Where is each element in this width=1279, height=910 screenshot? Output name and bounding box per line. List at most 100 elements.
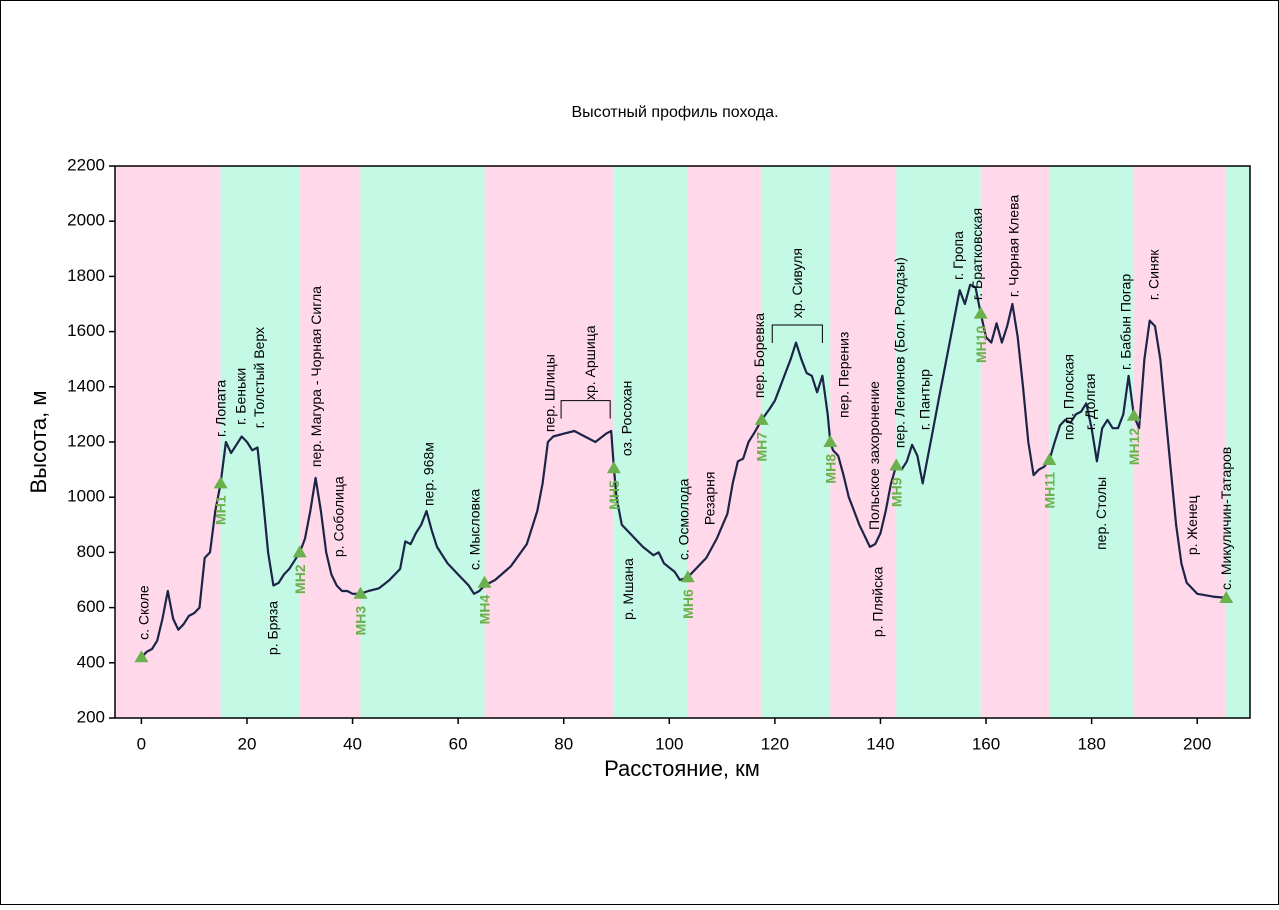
bands — [115, 166, 1250, 718]
place-label: г. Гропа — [950, 231, 966, 280]
camp-label: МН12 — [1126, 428, 1142, 466]
place-label: р. Мшана — [620, 558, 636, 620]
place-label: г. Беньки — [233, 368, 249, 425]
place-label: оз. Росохан — [619, 381, 635, 456]
place-label: хр. Аршица — [582, 325, 598, 400]
y-tick-label: 1800 — [67, 266, 105, 285]
camp-marker — [754, 412, 769, 425]
camp-label: МН10 — [973, 325, 989, 363]
y-tick-label: 2200 — [67, 155, 105, 174]
y-tick-label: 400 — [77, 652, 105, 671]
place-label: г. Синяк — [1145, 249, 1161, 300]
place-label: пер. Шлицы — [541, 354, 557, 432]
place-label: пер. Боревка — [751, 313, 767, 398]
x-tick-label: 100 — [655, 734, 683, 753]
day-band — [299, 166, 361, 718]
x-tick-label: 140 — [866, 734, 894, 753]
place-label: р. Пляйска — [869, 567, 885, 638]
camp-marker — [1042, 452, 1057, 465]
y-tick-label: 800 — [77, 542, 105, 561]
y-tick-label: 1600 — [67, 321, 105, 340]
day-band — [220, 166, 300, 718]
place-label: пер. Легионов (Бол. Рогодзы) — [891, 257, 907, 448]
day-band — [115, 166, 221, 718]
y-axis-label: Высота, м — [26, 391, 51, 494]
place-label: г. Толстый Верх — [251, 327, 267, 428]
camp-marker — [292, 545, 307, 558]
camp-marker — [353, 586, 368, 599]
camp-label: МН11 — [1041, 472, 1057, 509]
camp-label: МН5 — [606, 480, 622, 510]
place-label: хр. Сивуля — [789, 248, 805, 318]
place-label: г. Чорная Клева — [1005, 195, 1021, 297]
camp-marker — [680, 570, 695, 583]
camp-label: МН3 — [352, 606, 368, 636]
place-label: г. Пантыр — [916, 369, 932, 430]
y-tick-label: 1000 — [67, 487, 105, 506]
place-label: с. Сколе — [136, 585, 152, 640]
camp-label: МН7 — [754, 432, 770, 462]
x-tick-label: 20 — [238, 734, 257, 753]
x-tick-label: 120 — [761, 734, 789, 753]
day-band — [896, 166, 981, 718]
place-label: с. Мысловка — [467, 489, 483, 570]
y-tick-label: 200 — [77, 707, 105, 726]
place-label: р. Женец — [1184, 496, 1200, 556]
place-label: Польское захоронение — [866, 381, 882, 530]
day-band — [1226, 166, 1250, 718]
day-band — [687, 166, 762, 718]
place-label: пер. Перениз — [836, 332, 852, 418]
place-label: г. Бабын Погар — [1117, 274, 1133, 370]
y-tick-label: 600 — [77, 597, 105, 616]
place-label: г. Братковская — [969, 208, 985, 300]
place-label: г. Долгая — [1082, 373, 1098, 430]
camp-marker — [973, 306, 988, 319]
camp-label: МН2 — [292, 564, 308, 594]
x-tick-label: 40 — [343, 734, 362, 753]
x-tick-label: 160 — [972, 734, 1000, 753]
camp-marker — [134, 650, 149, 663]
place-label: г. Лопата — [213, 380, 229, 437]
x-tick-label: 0 — [137, 734, 146, 753]
camp-label: МН4 — [477, 595, 493, 625]
x-tick-label: 180 — [1077, 734, 1105, 753]
x-axis-label: Расстояние, км — [604, 756, 760, 781]
day-band — [1133, 166, 1227, 718]
day-band — [980, 166, 1050, 718]
day-band — [1049, 166, 1134, 718]
bracket — [560, 400, 611, 419]
camp-label: МН1 — [213, 495, 229, 525]
camp-label: МН9 — [888, 477, 904, 507]
day-band — [613, 166, 688, 718]
bracket — [771, 324, 823, 343]
camp-marker — [1219, 590, 1234, 603]
place-label: пол. Плоская — [1060, 354, 1076, 440]
place-label: р. Бряза — [264, 601, 280, 655]
place-label: р. Соболица — [330, 476, 346, 557]
camp-marker — [823, 435, 838, 447]
day-band — [761, 166, 831, 718]
x-tick-label: 200 — [1183, 734, 1211, 753]
day-band — [830, 166, 897, 718]
day-band — [360, 166, 485, 718]
place-label: с. Осмолода — [676, 478, 692, 560]
place-label: пер. Магура - Чорная Сигла — [308, 286, 324, 467]
x-tick-label: 80 — [554, 734, 573, 753]
camp-label: МН6 — [680, 589, 696, 619]
place-label: с. Микуличин-Татаров — [1218, 447, 1234, 590]
plot: 0 20 40 60 80 100 120 140 160 180 200 200 400 600 800 1… — [67, 155, 1251, 753]
camp-marker — [477, 575, 492, 588]
place-label: пер. 968м — [421, 442, 437, 506]
place-label: Резарня — [701, 472, 717, 526]
camp-marker — [213, 476, 228, 489]
camp-marker — [606, 461, 621, 474]
y-tick-label: 2000 — [67, 211, 105, 230]
chart-title: Высотный профиль похода. — [571, 104, 778, 121]
y-tick-label: 1400 — [67, 376, 105, 395]
camp-label: МН8 — [822, 454, 838, 484]
camp-marker — [889, 458, 904, 471]
x-tick-label: 60 — [449, 734, 468, 753]
camp-marker — [1126, 408, 1141, 421]
y-tick-label: 1200 — [67, 431, 105, 450]
